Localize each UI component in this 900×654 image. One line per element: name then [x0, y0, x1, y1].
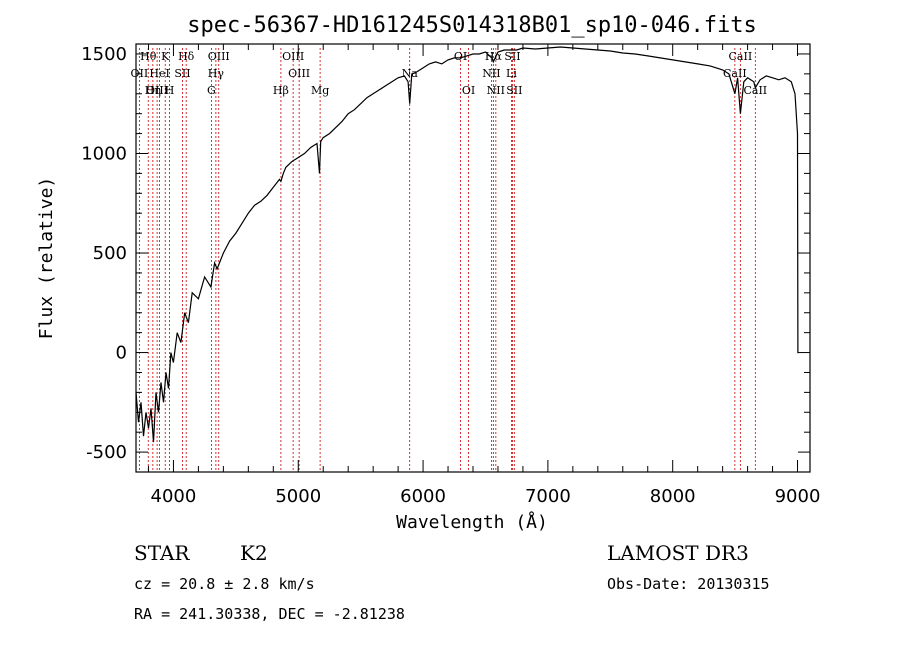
- spectral-line-label: CaII: [743, 84, 767, 97]
- spectral-line-label: Hθ: [140, 50, 157, 63]
- object-type: STAR: [134, 541, 190, 565]
- coordinates: RA = 241.30338, DEC = -2.81238: [134, 605, 405, 623]
- x-tick-label: 6000: [400, 486, 446, 507]
- x-axis-ticks: 4000 5000 6000 7000 8000 9000: [147, 44, 821, 507]
- y-tick-label: 1000: [81, 143, 127, 164]
- y-tick-label: 1500: [81, 44, 127, 65]
- x-tick-label: 4000: [151, 486, 197, 507]
- spectral-line-label: NII: [487, 84, 505, 97]
- spectral-line-label: OIII: [288, 67, 310, 80]
- spectral-line-label: OI: [462, 84, 475, 97]
- y-tick-label: -500: [86, 442, 127, 463]
- spectral-line-label: Hβ: [273, 84, 289, 97]
- spectral-line-label: OIII: [282, 50, 304, 63]
- redshift-velocity: cz = 20.8 ± 2.8 km/s: [134, 575, 315, 593]
- spectral-line-label: H: [165, 84, 175, 97]
- spectral-line-markers: [138, 48, 756, 472]
- plot-frame: [135, 43, 811, 473]
- spectral-line-label: Hη: [145, 84, 161, 97]
- spectral-line-label: SII: [504, 50, 520, 63]
- y-axis-ticks: -500 0 500 1000 1500: [81, 44, 810, 473]
- spectral-line-label: Mg: [311, 84, 329, 97]
- spectral-line-label: Li: [506, 67, 517, 80]
- x-axis-label: Wavelength (Å): [396, 511, 548, 533]
- object-subclass: K2: [240, 541, 268, 565]
- spectral-line-label: K: [161, 50, 170, 63]
- survey-name: LAMOST DR3: [607, 541, 749, 565]
- y-tick-label: 500: [93, 243, 127, 264]
- x-tick-label: 9000: [775, 486, 821, 507]
- spectrum-line: [135, 46, 799, 443]
- spectral-line-label: OIII: [208, 50, 230, 63]
- observation-date: Obs-Date: 20130315: [607, 575, 770, 593]
- spectral-line-label: Hδ: [178, 50, 195, 63]
- y-tick-label: 0: [116, 343, 127, 364]
- x-tick-label: 8000: [650, 486, 696, 507]
- spectral-line-label: CaII: [729, 50, 753, 63]
- y-axis-label: Flux (relative): [36, 177, 57, 340]
- x-tick-label: 7000: [525, 486, 571, 507]
- spectral-line-label: HeI: [149, 67, 169, 80]
- spectral-line-label: OIII: [146, 84, 168, 97]
- spectral-line-label: OI: [454, 50, 467, 63]
- chart-title: spec-56367-HD161245S014318B01_sp10-046.f…: [187, 13, 757, 38]
- spectral-line-label: NII: [482, 67, 500, 80]
- spectral-line-label: Hγ: [208, 67, 225, 80]
- spectral-line-label: CaII: [723, 67, 747, 80]
- spectral-line-label: G: [207, 84, 216, 97]
- x-tick-label: 5000: [275, 486, 321, 507]
- spectral-line-label: Na: [402, 67, 419, 80]
- spectral-line-label: SII: [174, 67, 190, 80]
- spectral-line-label: SII: [506, 84, 522, 97]
